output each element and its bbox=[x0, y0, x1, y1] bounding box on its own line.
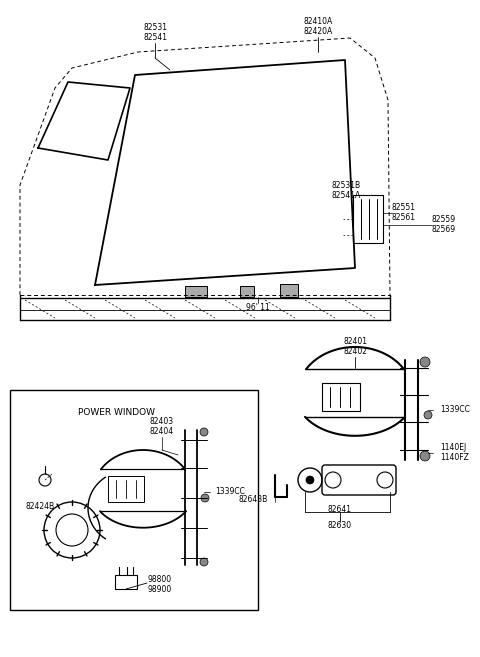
Bar bbox=[185, 286, 207, 297]
Text: 82410A: 82410A bbox=[303, 18, 333, 26]
Bar bbox=[353, 195, 383, 243]
Text: 98900: 98900 bbox=[148, 585, 172, 595]
Text: 82559: 82559 bbox=[432, 215, 456, 225]
Bar bbox=[10, 390, 258, 610]
Text: 82643B: 82643B bbox=[239, 495, 268, 505]
Bar bbox=[115, 575, 137, 589]
Text: 82404: 82404 bbox=[150, 428, 174, 436]
Text: 82541: 82541 bbox=[143, 34, 167, 43]
Text: 96' 11: 96' 11 bbox=[246, 302, 270, 311]
Text: 1140FZ: 1140FZ bbox=[440, 453, 469, 463]
Text: 98800: 98800 bbox=[148, 576, 172, 585]
Text: 82401: 82401 bbox=[343, 338, 367, 346]
Bar bbox=[108, 476, 144, 502]
Bar bbox=[322, 383, 360, 411]
Text: 82420A: 82420A bbox=[303, 28, 333, 37]
Circle shape bbox=[201, 494, 209, 502]
Text: 82551: 82551 bbox=[392, 204, 416, 212]
Circle shape bbox=[200, 428, 208, 436]
Text: 82569: 82569 bbox=[432, 225, 456, 235]
Bar bbox=[240, 286, 254, 297]
Text: 82630: 82630 bbox=[328, 520, 352, 530]
Circle shape bbox=[200, 558, 208, 566]
Text: 82641: 82641 bbox=[328, 505, 352, 514]
Circle shape bbox=[420, 451, 430, 461]
Circle shape bbox=[424, 411, 432, 419]
Circle shape bbox=[306, 476, 314, 484]
Text: 82402: 82402 bbox=[343, 348, 367, 357]
Text: 82561: 82561 bbox=[392, 214, 416, 223]
Text: 1140EJ: 1140EJ bbox=[440, 443, 466, 453]
Text: 82403: 82403 bbox=[150, 417, 174, 426]
Bar bbox=[280, 284, 298, 297]
Text: 82424B: 82424B bbox=[25, 502, 55, 511]
Text: 1339CC: 1339CC bbox=[440, 405, 470, 415]
Text: 82541A: 82541A bbox=[331, 191, 360, 200]
Text: 82531B: 82531B bbox=[331, 181, 360, 189]
Text: 82531: 82531 bbox=[143, 24, 167, 32]
Text: POWER WINDOW: POWER WINDOW bbox=[78, 408, 155, 417]
Text: 1339CC: 1339CC bbox=[215, 487, 245, 497]
Circle shape bbox=[420, 357, 430, 367]
